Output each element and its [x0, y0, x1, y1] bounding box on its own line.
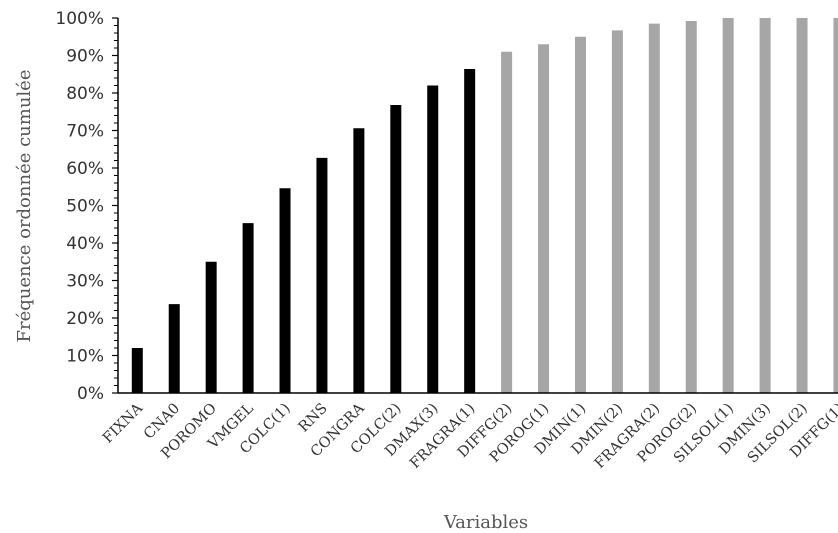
x-category-label: FIXNA — [100, 400, 147, 447]
y-tick-label: 80% — [66, 84, 104, 104]
bar — [131, 348, 143, 393]
bars — [131, 18, 838, 393]
y-tick-label: 0% — [77, 384, 104, 404]
y-tick-label: 100% — [55, 9, 104, 29]
bar — [833, 18, 838, 393]
bar — [205, 261, 217, 393]
x-axis-title: Variables — [443, 512, 528, 533]
y-tick-label: 20% — [66, 309, 104, 329]
bar — [427, 85, 439, 393]
y-tick-label: 30% — [66, 272, 104, 292]
y-tick-label: 50% — [66, 197, 104, 217]
bar — [390, 105, 402, 393]
bar — [168, 304, 180, 393]
bar — [574, 36, 586, 393]
bar — [722, 18, 734, 393]
y-tick-label: 10% — [66, 347, 104, 367]
bar — [501, 51, 513, 393]
y-tick-label: 40% — [66, 234, 104, 254]
y-tick-label: 90% — [66, 47, 104, 67]
bar — [759, 18, 771, 393]
y-tick-label: 60% — [66, 159, 104, 179]
bar — [538, 44, 550, 393]
bar — [796, 18, 808, 393]
y-axis-ticks: 0% 10% 20% 30% 40% 50% 60% 70% 80% 90% 100% — [55, 9, 118, 404]
bar — [279, 188, 291, 393]
bar — [242, 223, 254, 393]
bar — [353, 128, 365, 393]
y-axis-title: Fréquence ordonnée cumulée — [14, 70, 35, 343]
bar — [685, 21, 697, 393]
bar — [611, 30, 623, 393]
y-tick-label: 70% — [66, 122, 104, 142]
bar — [648, 23, 660, 393]
bar — [464, 69, 476, 393]
bar — [316, 157, 328, 393]
